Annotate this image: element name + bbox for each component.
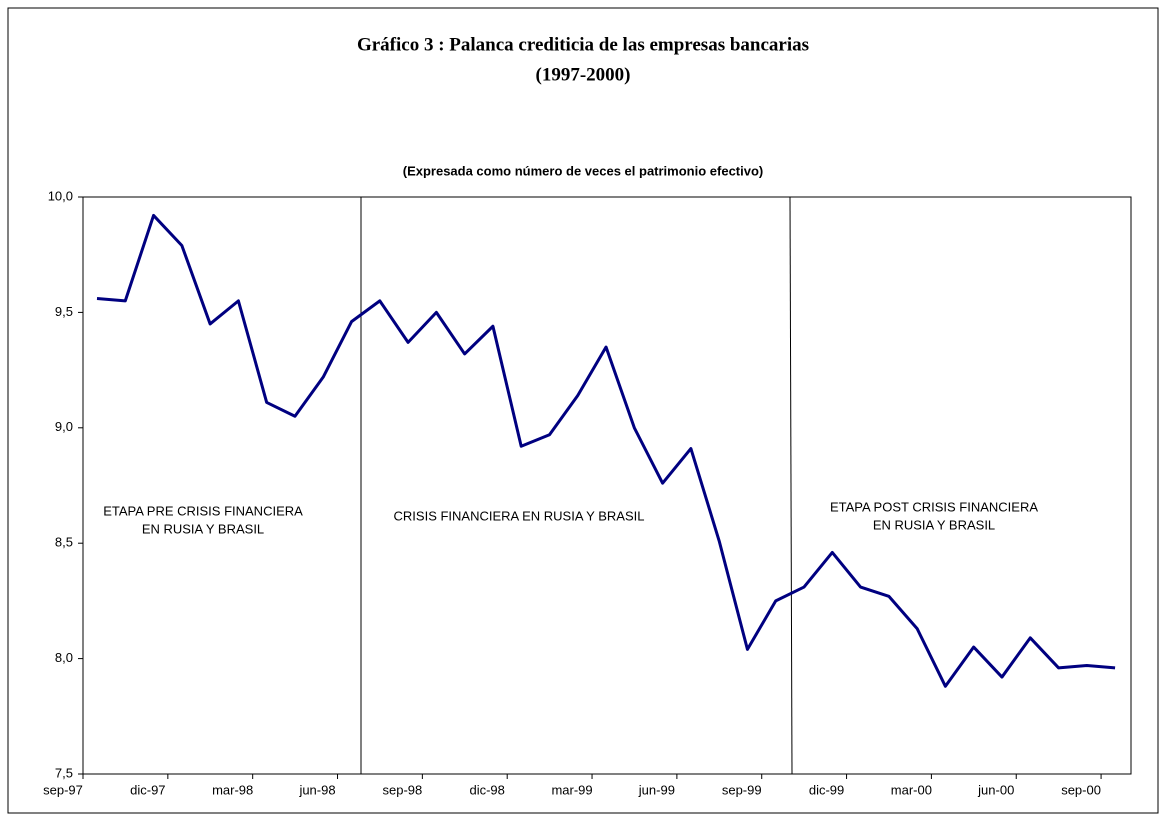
annotation: EN RUSIA Y BRASIL <box>873 517 995 532</box>
y-tick-label: 9,5 <box>55 304 73 319</box>
x-tick-label: sep-99 <box>722 782 762 797</box>
x-tick-label: sep-98 <box>382 782 422 797</box>
y-tick-label: 7,5 <box>55 765 73 780</box>
x-tick-label: jun-98 <box>298 782 335 797</box>
chart-title: Gráfico 3 : Palanca crediticia de las em… <box>357 34 809 55</box>
data-line <box>96 213 1116 688</box>
y-tick-label: 8,0 <box>55 650 73 665</box>
x-tick-label: mar-00 <box>891 782 932 797</box>
annotation: ETAPA POST CRISIS FINANCIERA <box>830 499 1038 514</box>
chart-subtitle: (Expresada como número de veces el patri… <box>403 163 764 178</box>
x-tick-label: jun-00 <box>977 782 1014 797</box>
annotation: EN RUSIA Y BRASIL <box>142 521 264 536</box>
x-tick-label: dic-98 <box>469 782 504 797</box>
y-tick-label: 9,0 <box>55 419 73 434</box>
period-divider <box>789 196 793 775</box>
x-tick-label: dic-97 <box>130 782 165 797</box>
chart-frame <box>7 7 1159 814</box>
y-tick-label: 8,5 <box>55 535 73 550</box>
x-tick-label: jun-99 <box>638 782 675 797</box>
x-tick-label: mar-99 <box>551 782 592 797</box>
chart-title: (1997-2000) <box>536 64 631 85</box>
y-tick-label: 10,0 <box>48 188 73 203</box>
x-tick-label: sep-97 <box>43 782 83 797</box>
annotation: ETAPA PRE CRISIS FINANCIERA <box>103 503 303 518</box>
x-tick-label: dic-99 <box>809 782 844 797</box>
plot-area <box>82 196 1132 775</box>
annotation: CRISIS FINANCIERA EN RUSIA Y BRASIL <box>394 508 645 523</box>
x-tick-label: sep-00 <box>1061 782 1101 797</box>
x-tick-label: mar-98 <box>212 782 253 797</box>
